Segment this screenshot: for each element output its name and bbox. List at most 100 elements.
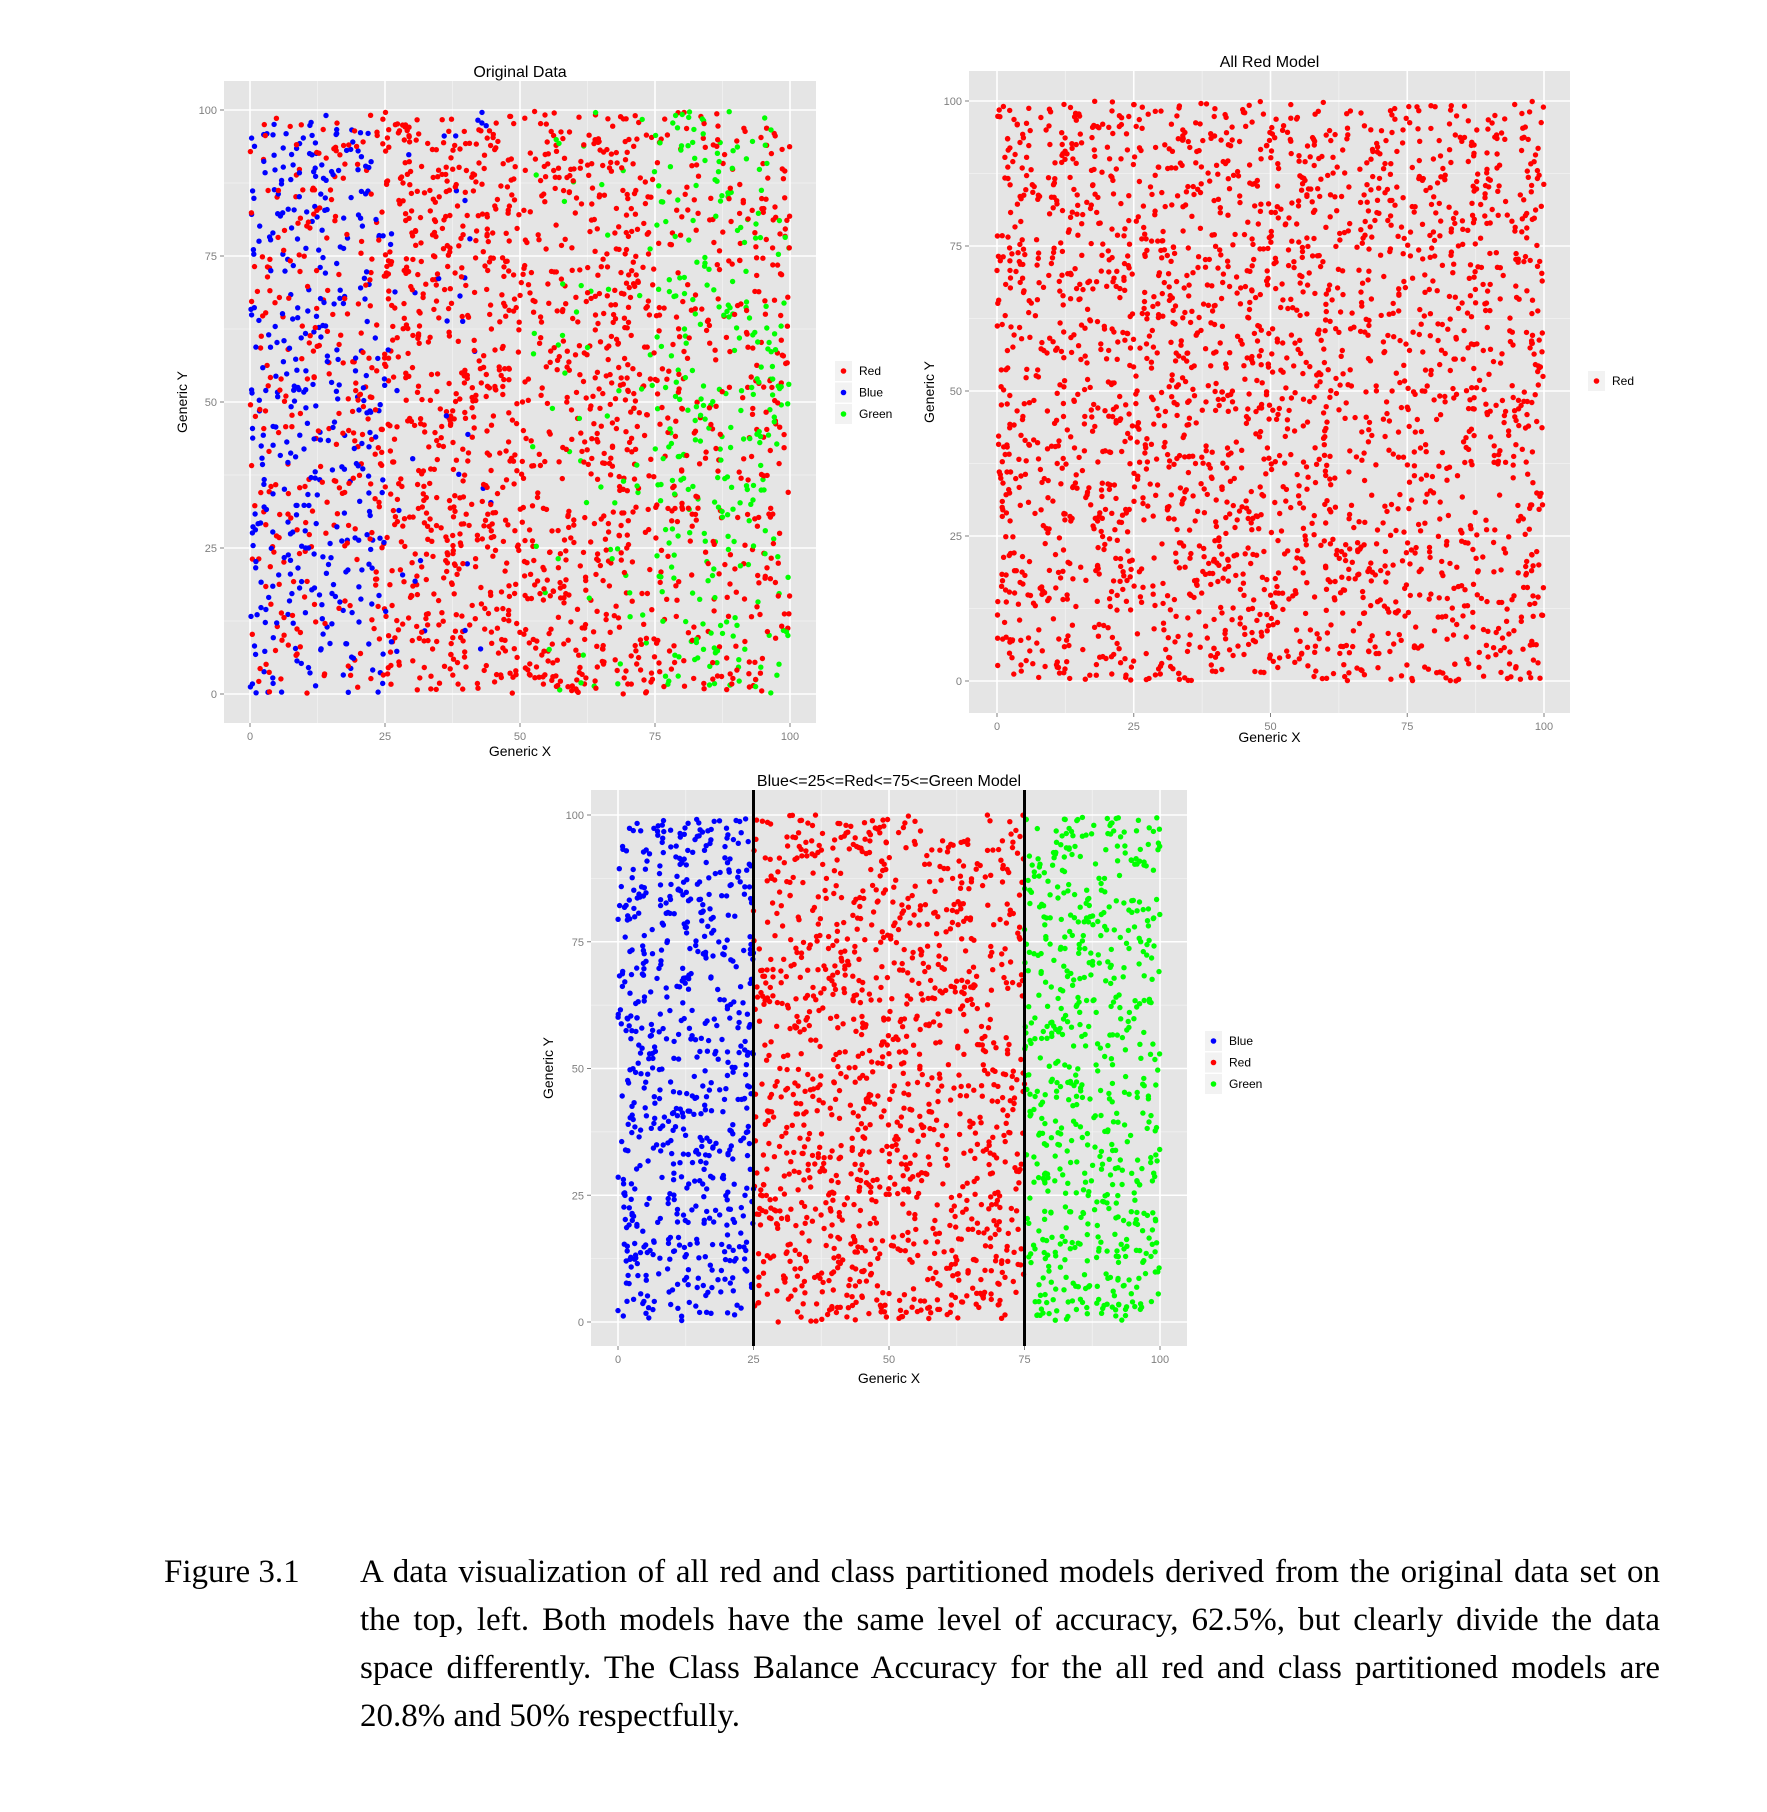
point-red bbox=[1526, 670, 1532, 676]
point-green bbox=[731, 347, 738, 354]
point-red bbox=[563, 548, 569, 554]
point-blue bbox=[356, 584, 362, 590]
point-red bbox=[1474, 127, 1480, 133]
point-green bbox=[764, 160, 770, 167]
point-red bbox=[354, 161, 361, 167]
point-red bbox=[598, 423, 604, 429]
point-red bbox=[1071, 114, 1078, 120]
point-red bbox=[713, 403, 719, 409]
point-red bbox=[1151, 421, 1157, 427]
point-blue bbox=[312, 140, 319, 146]
point-red bbox=[1121, 277, 1127, 283]
point-blue bbox=[271, 187, 278, 193]
point-red bbox=[631, 390, 637, 397]
point-red bbox=[511, 296, 518, 302]
point-red bbox=[1471, 150, 1477, 156]
point-red bbox=[1386, 609, 1392, 615]
point-red bbox=[1249, 629, 1255, 636]
point-red bbox=[1428, 201, 1435, 208]
point-red bbox=[528, 438, 534, 444]
point-red bbox=[1233, 274, 1240, 280]
point-red bbox=[540, 681, 547, 687]
point-red bbox=[1300, 459, 1307, 465]
point-red bbox=[1136, 178, 1143, 185]
point-red bbox=[357, 650, 364, 657]
point-red bbox=[420, 294, 426, 301]
point-red bbox=[779, 146, 785, 153]
point-red bbox=[317, 205, 323, 211]
point-red bbox=[1142, 231, 1148, 237]
point-red bbox=[1188, 592, 1194, 598]
point-red bbox=[580, 378, 587, 385]
point-blue bbox=[258, 604, 264, 611]
point-red bbox=[455, 338, 461, 344]
point-blue bbox=[329, 621, 335, 627]
point-red bbox=[1298, 187, 1305, 193]
point-red bbox=[444, 178, 450, 184]
point-red bbox=[679, 214, 685, 220]
point-red bbox=[434, 437, 440, 444]
point-red bbox=[414, 591, 421, 598]
point-red bbox=[1087, 672, 1093, 678]
point-red bbox=[462, 367, 468, 373]
point-red bbox=[1034, 440, 1041, 446]
point-blue bbox=[249, 425, 256, 432]
point-red bbox=[1215, 396, 1222, 403]
point-red bbox=[707, 340, 713, 346]
point-red bbox=[501, 300, 507, 306]
point-red bbox=[1007, 145, 1013, 151]
point-red bbox=[261, 425, 267, 432]
point-red bbox=[1241, 651, 1247, 658]
point-red bbox=[1422, 499, 1429, 505]
point-red bbox=[479, 211, 486, 217]
point-red bbox=[1061, 355, 1067, 361]
point-red bbox=[616, 483, 623, 490]
point-red bbox=[1382, 160, 1388, 167]
point-red bbox=[656, 304, 662, 311]
point-red bbox=[1003, 510, 1010, 516]
point-red bbox=[1417, 445, 1424, 451]
point-red bbox=[523, 626, 529, 633]
point-red bbox=[1340, 291, 1346, 298]
point-red bbox=[1333, 390, 1340, 397]
point-red bbox=[1143, 676, 1150, 683]
point-green bbox=[693, 182, 699, 189]
point-red bbox=[1039, 339, 1045, 346]
point-blue bbox=[281, 338, 287, 344]
point-blue bbox=[270, 680, 276, 687]
point-red bbox=[625, 304, 632, 310]
point-red bbox=[1472, 300, 1479, 306]
point-red bbox=[1050, 616, 1057, 622]
point-red bbox=[1250, 241, 1256, 248]
point-red bbox=[1414, 416, 1421, 423]
point-red bbox=[460, 478, 466, 484]
point-red bbox=[1427, 185, 1433, 191]
point-green bbox=[654, 222, 660, 228]
point-red bbox=[1311, 512, 1318, 519]
point-red bbox=[518, 471, 525, 477]
point-red bbox=[1327, 318, 1333, 324]
point-red bbox=[474, 532, 481, 538]
point-red bbox=[1140, 584, 1146, 590]
point-blue bbox=[251, 251, 257, 257]
point-red bbox=[506, 365, 512, 371]
point-red bbox=[1378, 567, 1384, 574]
point-blue bbox=[258, 443, 264, 449]
point-red bbox=[1428, 125, 1434, 132]
point-green bbox=[555, 556, 561, 562]
point-red bbox=[1320, 99, 1327, 106]
point-red bbox=[520, 271, 526, 277]
point-red bbox=[1339, 268, 1346, 274]
point-red bbox=[1420, 349, 1426, 355]
point-red bbox=[1234, 333, 1241, 339]
point-red bbox=[588, 295, 594, 302]
point-green bbox=[655, 286, 662, 292]
point-red bbox=[1482, 213, 1488, 219]
point-red bbox=[1061, 101, 1067, 108]
point-red bbox=[425, 637, 431, 644]
point-red bbox=[490, 510, 496, 516]
point-red bbox=[336, 605, 342, 611]
point-red bbox=[458, 274, 465, 280]
point-red bbox=[1095, 405, 1101, 411]
